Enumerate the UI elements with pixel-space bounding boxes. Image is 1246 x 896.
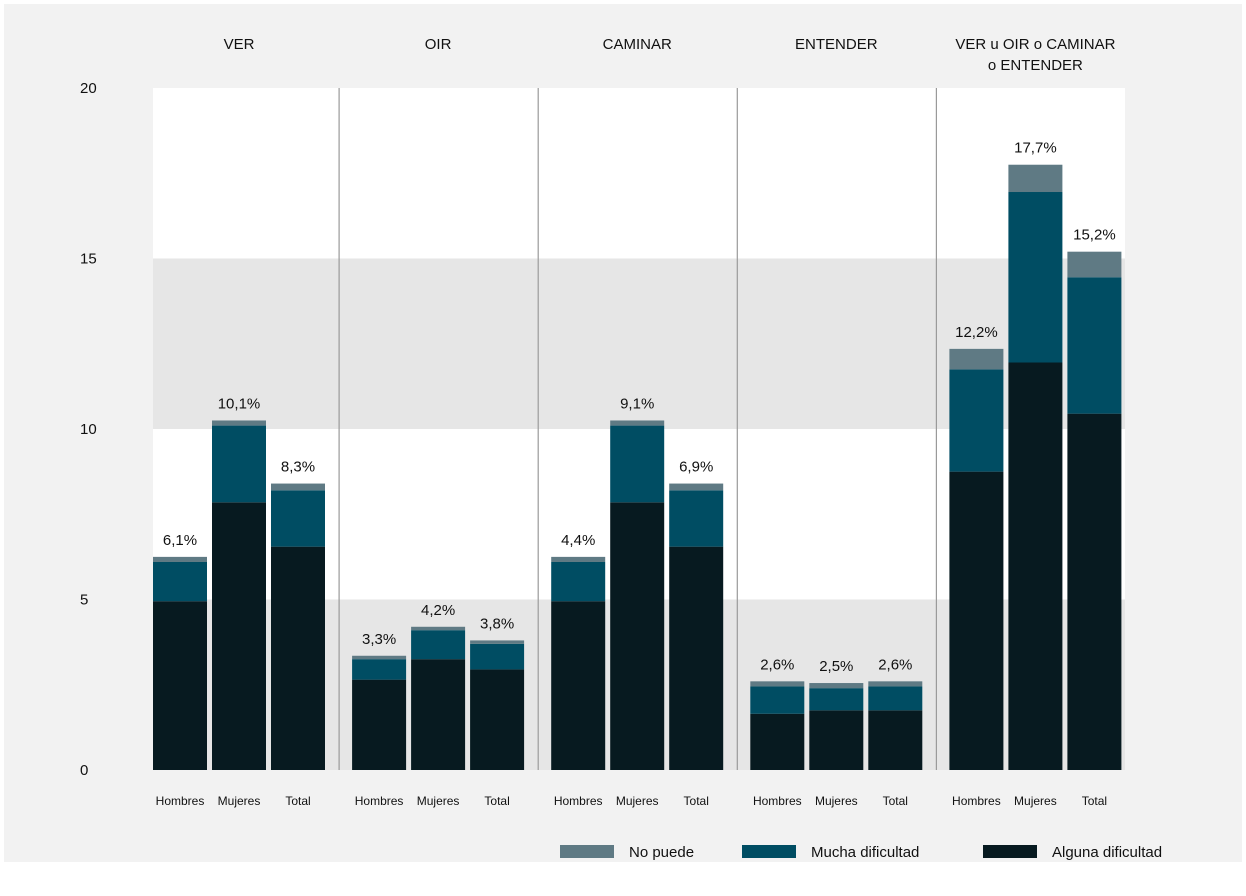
bar-segment: [1067, 413, 1122, 770]
group-title: VER u OIR o CAMINAR: [955, 36, 1115, 53]
bar-segment: [868, 681, 923, 687]
bar-segment: [1008, 164, 1063, 193]
bar-segment: [750, 681, 805, 687]
plot-band: [153, 88, 1125, 259]
bar-value-label: 2,5%: [819, 658, 853, 675]
group-title: VER: [224, 36, 255, 53]
bar-segment: [470, 640, 525, 644]
bar-segment: [212, 425, 266, 503]
bar-segment: [470, 669, 525, 770]
category-label: Total: [484, 794, 509, 808]
bar-segment: [352, 655, 407, 660]
bar-segment: [212, 420, 266, 426]
y-tick-label: 0: [80, 762, 88, 779]
category-label: Mujeres: [1014, 794, 1057, 808]
bar-segment: [212, 502, 266, 770]
bar-segment: [153, 601, 207, 770]
legend-label: Alguna dificultad: [1052, 844, 1162, 861]
group-title: OIR: [425, 36, 452, 53]
category-label: Hombres: [753, 794, 802, 808]
category-label: Mujeres: [616, 794, 659, 808]
bar-value-label: 3,3%: [362, 631, 396, 648]
bar-segment: [153, 556, 207, 562]
bar-segment: [949, 369, 1004, 472]
category-label: Hombres: [952, 794, 1001, 808]
category-label: Hombres: [554, 794, 603, 808]
bar-segment: [411, 659, 466, 770]
bar-segment: [271, 490, 325, 547]
bar-segment: [949, 348, 1004, 370]
bar-value-label: 6,1%: [163, 532, 197, 549]
bar-value-label: 10,1%: [218, 395, 261, 412]
y-tick-label: 20: [80, 80, 97, 97]
y-tick-label: 10: [80, 421, 97, 438]
bar-segment: [411, 626, 466, 631]
bar-value-label: 2,6%: [760, 656, 794, 673]
bar-segment: [750, 713, 805, 770]
group-title: o ENTENDER: [988, 57, 1083, 74]
y-tick-label: 5: [80, 592, 88, 609]
y-tick-label: 15: [80, 251, 97, 268]
bar-segment: [411, 630, 466, 660]
bar-segment: [809, 688, 864, 711]
bar-segment: [610, 425, 665, 503]
bar-value-label: 3,8%: [480, 615, 514, 632]
category-label: Mujeres: [815, 794, 858, 808]
legend-swatch: [983, 845, 1037, 858]
category-label: Mujeres: [417, 794, 460, 808]
bar-segment: [610, 420, 665, 426]
bar-segment: [551, 601, 606, 770]
bar-value-label: 2,6%: [878, 656, 912, 673]
bar-segment: [1067, 277, 1122, 414]
legend-label: No puede: [629, 844, 694, 861]
category-label: Total: [285, 794, 310, 808]
bar-segment: [610, 502, 665, 770]
bar-segment: [868, 686, 923, 711]
bar-segment: [271, 483, 325, 491]
group-title: ENTENDER: [795, 36, 878, 53]
bar-segment: [1008, 192, 1063, 363]
bar-value-label: 6,9%: [679, 459, 713, 476]
category-label: Total: [1082, 794, 1107, 808]
bar-segment: [669, 490, 724, 547]
bar-segment: [949, 471, 1004, 770]
bar-value-label: 9,1%: [620, 395, 654, 412]
legend-swatch: [560, 845, 614, 858]
bar-segment: [271, 546, 325, 770]
bar-segment: [1067, 251, 1122, 278]
bar-segment: [669, 546, 724, 770]
bar-segment: [470, 643, 525, 670]
bar-value-label: 17,7%: [1014, 140, 1057, 157]
bar-segment: [868, 710, 923, 770]
bar-segment: [669, 483, 724, 491]
bar-segment: [750, 686, 805, 714]
legend-swatch: [742, 845, 796, 858]
category-label: Mujeres: [218, 794, 261, 808]
legend-label: Mucha dificultad: [811, 844, 919, 861]
bar-value-label: 4,2%: [421, 602, 455, 619]
bar-segment: [1008, 362, 1063, 770]
category-label: Total: [684, 794, 709, 808]
bar-value-label: 15,2%: [1073, 227, 1116, 244]
bar-segment: [551, 556, 606, 562]
category-label: Hombres: [355, 794, 404, 808]
bar-value-label: 4,4%: [561, 532, 595, 549]
group-title: CAMINAR: [603, 36, 672, 53]
bar-value-label: 8,3%: [281, 459, 315, 476]
bar-segment: [551, 561, 606, 602]
bar-segment: [352, 659, 407, 680]
bar-segment: [809, 683, 864, 689]
bar-value-label: 12,2%: [955, 324, 998, 341]
bar-segment: [809, 710, 864, 770]
category-label: Hombres: [156, 794, 205, 808]
bar-segment: [153, 561, 207, 602]
category-label: Total: [883, 794, 908, 808]
bar-segment: [352, 679, 407, 770]
